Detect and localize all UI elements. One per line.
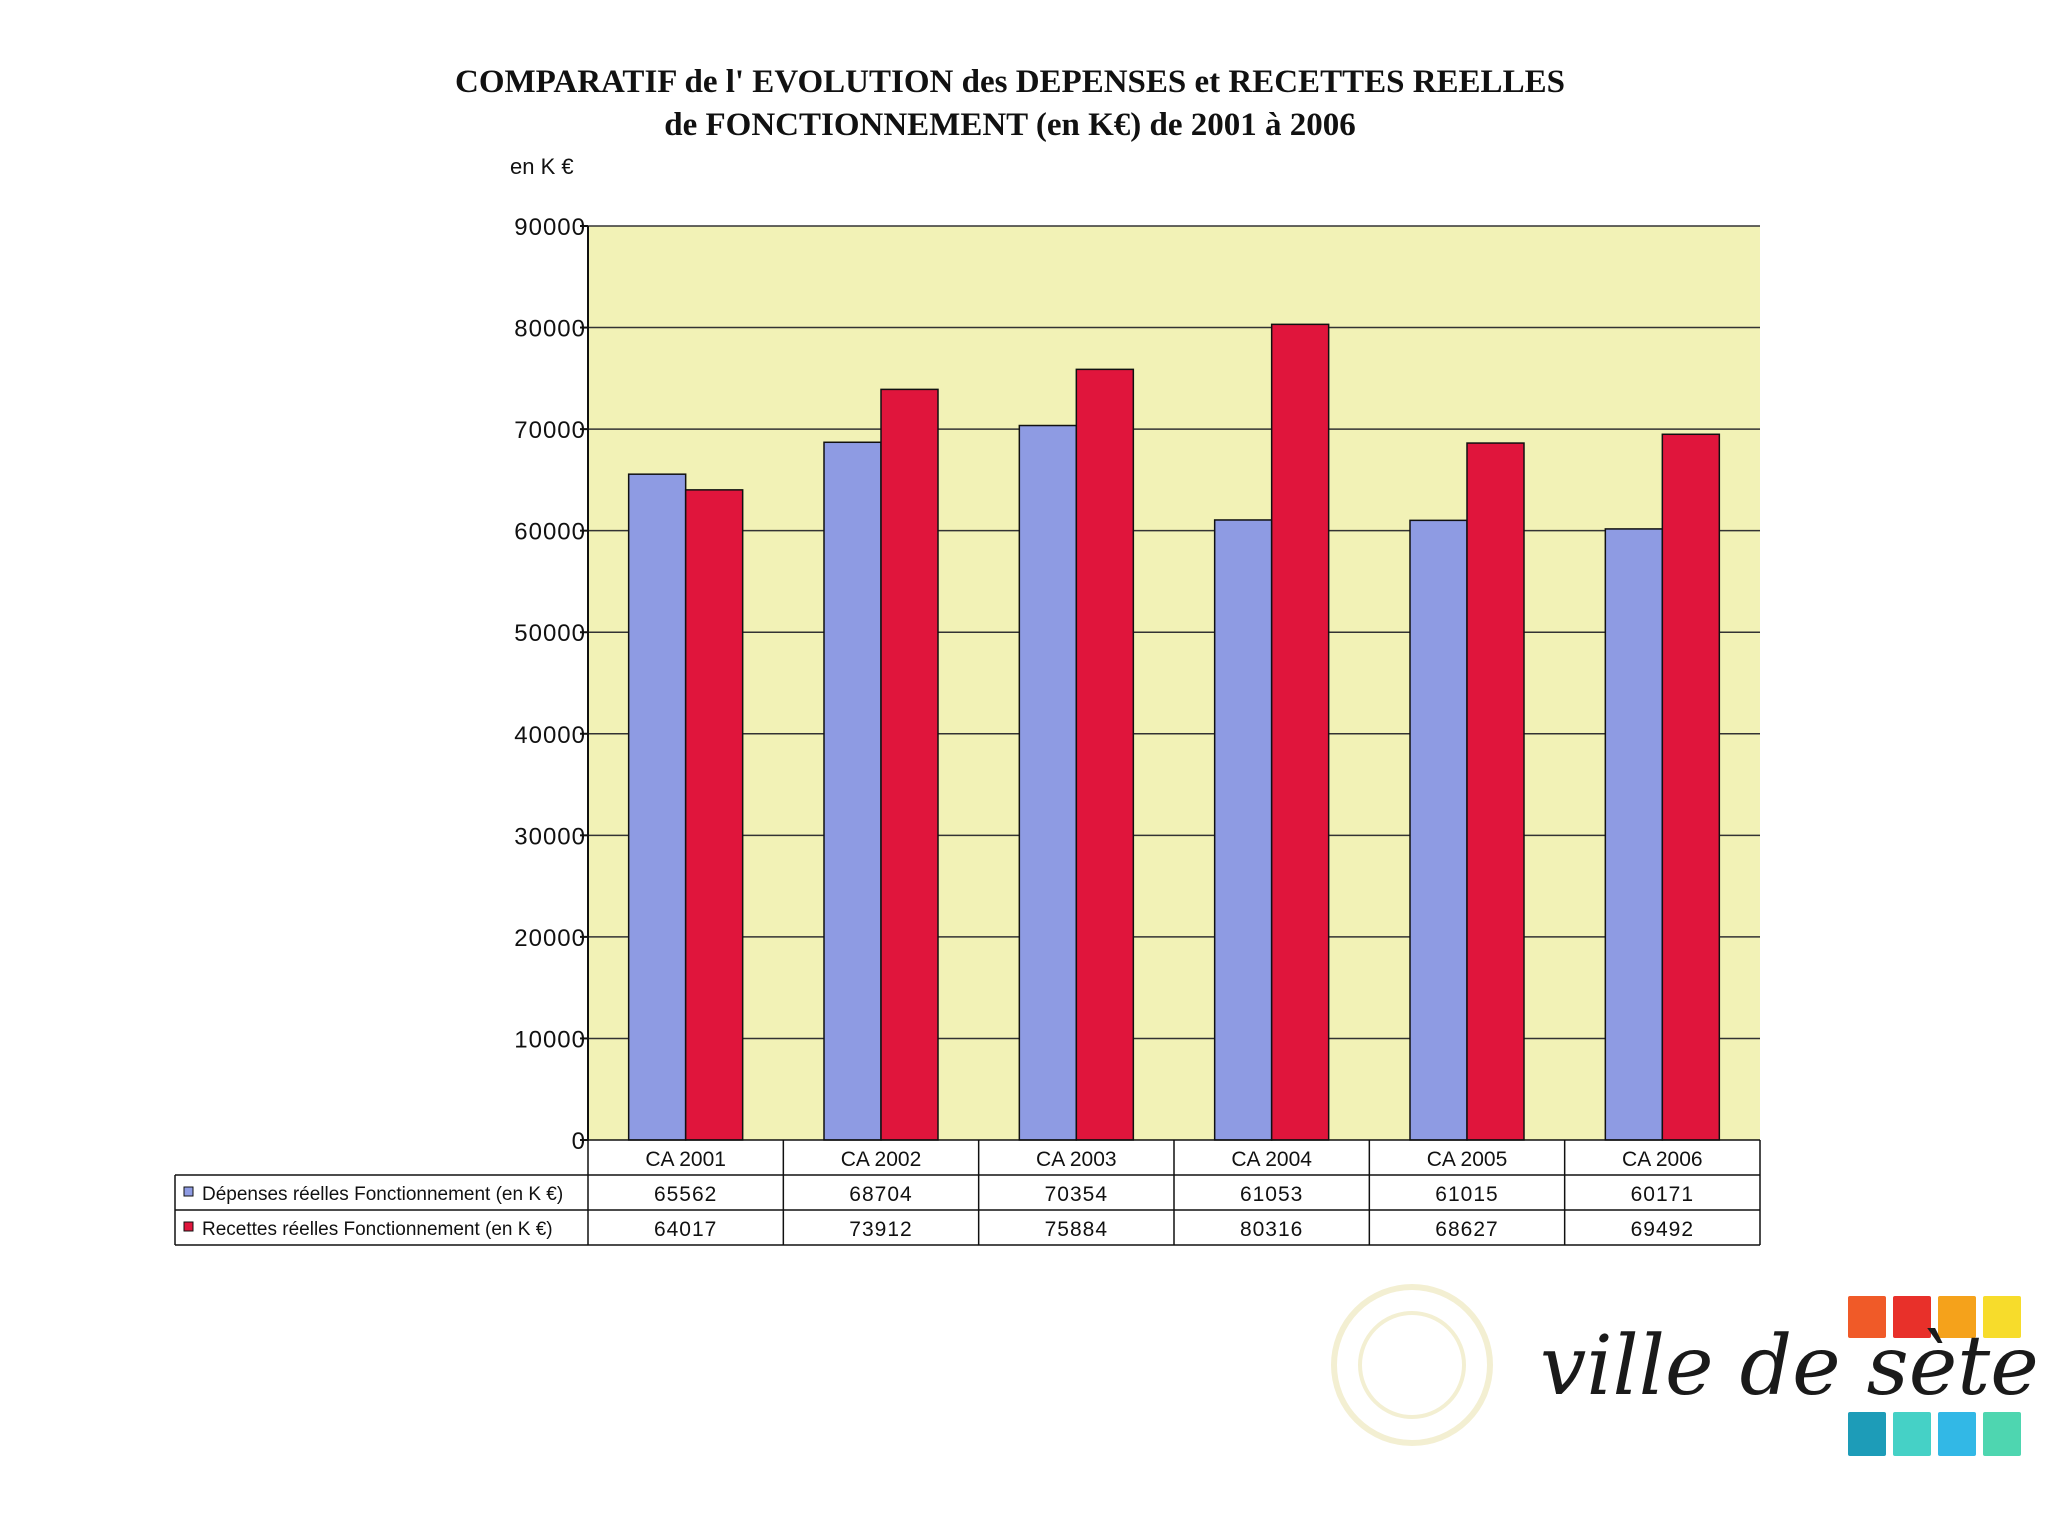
cell-s0-1: 68704: [849, 1183, 912, 1206]
legend-key-1: [183, 1221, 194, 1232]
ville-de-sete-logo: ville de sète: [1331, 1284, 2039, 1456]
cell-s1-3: 80316: [1240, 1218, 1303, 1241]
logo-square-bottom-2: [1938, 1412, 1976, 1456]
chart-subtitle: de FONCTIONNEMENT (en K€) de 2001 à 2006: [664, 107, 1356, 143]
y-tick-label-6: 60000: [514, 519, 586, 546]
bar-s0-3: [1213, 519, 1273, 1141]
legend-label-0: Dépenses réelles Fonctionnement (en K €): [202, 1184, 563, 1205]
logo-color-squares: [1848, 1296, 2021, 1456]
cell-s1-4: 68627: [1435, 1218, 1498, 1241]
y-tick-label-2: 20000: [514, 925, 586, 952]
bar-s1-2: [1075, 368, 1135, 1141]
cell-s1-1: 73912: [849, 1218, 912, 1241]
cell-s0-5: 60171: [1631, 1183, 1694, 1206]
logo-square-top-0: [1848, 1296, 1886, 1338]
cell-s0-0: 65562: [654, 1183, 717, 1206]
plot-area: [588, 226, 1760, 1140]
cell-s1-0: 64017: [654, 1218, 717, 1241]
y-tick-label-4: 40000: [514, 722, 586, 749]
gridlines: [588, 225, 1760, 1040]
category-label-4: CA 2005: [1427, 1148, 1508, 1171]
bar-s0-0: [627, 473, 687, 1141]
category-label-2: CA 2003: [1036, 1148, 1117, 1171]
y-tick-label-8: 80000: [514, 316, 586, 343]
legend-label-1: Recettes réelles Fonctionnement (en K €): [202, 1219, 553, 1240]
logo-square-bottom-0: [1848, 1412, 1886, 1456]
bar-s1-5: [1661, 433, 1721, 1141]
y-tick-label-1: 10000: [514, 1026, 586, 1053]
y-axis-unit: en K €: [510, 154, 574, 179]
logo-square-top-2: [1938, 1296, 1976, 1338]
cell-s1-2: 75884: [1045, 1218, 1108, 1241]
logo-square-top-1: [1893, 1296, 1931, 1338]
bar-s1-1: [880, 388, 939, 1141]
category-label-1: CA 2002: [841, 1148, 922, 1171]
y-tick-label-5: 50000: [514, 620, 586, 647]
bar-s1-0: [684, 489, 744, 1141]
logo-square-top-3: [1983, 1296, 2021, 1338]
y-axis: 0 10000 20000 30000 40000 50000 60000 70000 8000…: [514, 214, 589, 1155]
data-table: CA 2001 CA 2002 CA 2003 CA 2004 CA 2005 CA 20…: [174, 1139, 1761, 1246]
cell-s1-5: 69492: [1631, 1218, 1694, 1241]
category-label-0: CA 2001: [645, 1148, 726, 1171]
chart-title: COMPARATIF de l' EVOLUTION des DEPENSES …: [455, 64, 1565, 100]
y-tick-label-7: 70000: [514, 417, 586, 444]
bar-s0-5: [1604, 528, 1664, 1141]
category-label-5: CA 2006: [1622, 1148, 1703, 1171]
y-tick-label-9: 90000: [514, 214, 586, 241]
logo-square-bottom-3: [1983, 1412, 2021, 1456]
y-tick-label-3: 30000: [514, 823, 586, 850]
y-tick-label-0: 0: [572, 1128, 586, 1155]
seal-watermark: [1331, 1284, 1493, 1446]
cell-s0-2: 70354: [1045, 1183, 1108, 1206]
logo-square-bottom-1: [1893, 1412, 1931, 1456]
category-label-3: CA 2004: [1231, 1148, 1312, 1171]
bar-s0-4: [1409, 519, 1468, 1141]
legend-key-0: [183, 1186, 194, 1197]
seal-watermark-inner: [1358, 1311, 1466, 1419]
bar-s0-2: [1018, 424, 1078, 1141]
bar-s0-1: [823, 441, 882, 1141]
logo-text: ville de sète: [1540, 1319, 2039, 1414]
bar-s1-3: [1270, 323, 1330, 1141]
bar-s1-4: [1466, 442, 1525, 1141]
bars: [627, 323, 1721, 1141]
cell-s0-3: 61053: [1240, 1183, 1303, 1206]
cell-s0-4: 61015: [1435, 1183, 1498, 1206]
